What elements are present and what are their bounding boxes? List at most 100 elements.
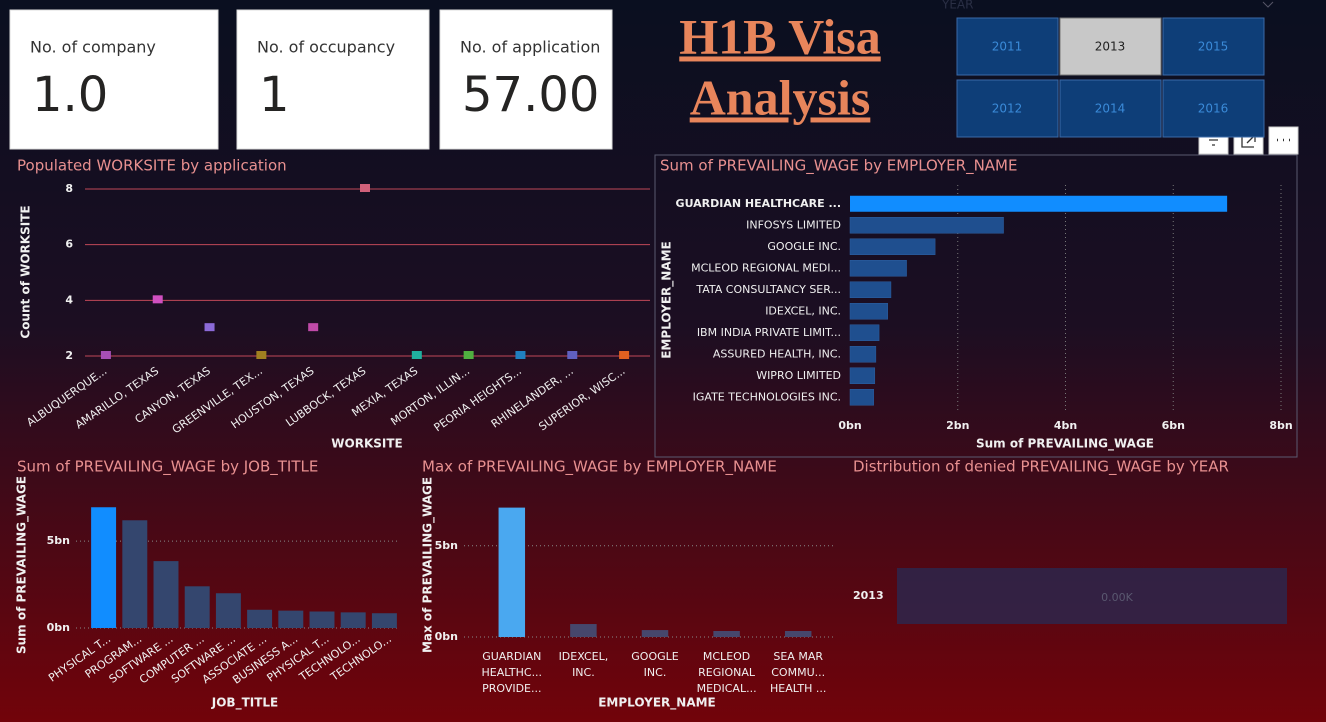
y-tick-label: WIPRO LIMITED [756,369,841,382]
x-tick-label: 0bn [838,419,861,432]
y-axis-label: EMPLOYER_NAME [660,241,675,359]
slicer-chevron[interactable] [1262,1,1274,8]
bar [784,630,812,637]
chart-title: Sum of PREVAILING_WAGE by JOB_TITLE [17,458,318,477]
chart-title: Sum of PREVAILING_WAGE by EMPLOYER_NAME [660,157,1017,176]
bar [153,561,179,628]
dashboard-title: Analysis [690,69,871,125]
y-tick-label: 0bn [47,621,70,634]
value-label: 0.00K [1101,591,1133,604]
y-tick-label: 5bn [435,539,458,552]
bar [498,507,526,637]
x-axis-label: Sum of PREVAILING_WAGE [976,437,1154,452]
point [100,351,111,359]
y-tick-label: IDEXCEL, INC. [765,304,841,317]
card-value: 1.0 [32,67,108,123]
bar [570,624,597,637]
y-tick-label: 2013 [853,589,884,602]
bar [713,630,740,637]
bar [309,611,335,628]
x-tick-label: MCLEOD REGIONAL MEDICAL... [697,650,757,695]
bar [849,389,874,406]
y-tick-label: 4 [65,293,73,306]
x-tick-label: 8bn [1269,419,1292,432]
slicer-option[interactable]: 2012 [992,102,1023,116]
point [515,351,526,359]
y-tick-label: ASSURED HEALTH, INC. [713,347,841,360]
bar [247,609,273,628]
y-axis-label: Sum of PREVAILING_WAGE [15,476,30,654]
card [439,9,613,150]
x-tick-label: 6bn [1162,419,1185,432]
point [411,351,422,359]
bar [849,281,892,298]
slicer-option[interactable]: 2011 [992,40,1023,54]
card-label: No. of company [30,38,156,57]
chart-title: Distribution of denied PREVAILING_WAGE b… [853,458,1229,477]
y-tick-label: 6 [65,238,73,251]
slicer-button[interactable] [1059,79,1162,138]
bar [849,303,888,320]
slicer-option[interactable]: 2015 [1198,40,1229,54]
card-value: 1 [259,67,290,123]
point [619,351,630,359]
y-tick-label: IGATE TECHNOLOGIES INC. [693,390,841,403]
slicer-option[interactable]: 2016 [1198,102,1229,116]
panel-border [654,154,1298,458]
x-tick-label: 4bn [1054,419,1077,432]
point [204,323,215,332]
y-axis-label: Max of PREVAILING_WAGE [421,477,436,653]
slicer-option[interactable]: 2014 [1095,102,1126,116]
bar [215,593,241,628]
dashboard-title: H1B Visa [679,8,880,64]
bar [278,610,304,628]
x-axis-label: EMPLOYER_NAME [598,696,716,711]
bar [122,520,148,628]
x-tick-label: IDEXCEL, INC. [559,650,609,679]
y-tick-label: GUARDIAN HEALTHCARE ... [676,197,841,210]
bar [849,346,877,363]
bar [849,238,936,255]
bar [849,217,1004,234]
y-tick-label: INFOSYS LIMITED [746,218,841,231]
card [236,9,430,150]
slicer-button[interactable] [956,17,1059,76]
point [152,295,163,304]
point [256,351,267,359]
slicer-button[interactable] [1162,79,1265,138]
bar [641,630,669,637]
chart-title: Populated WORKSITE by application [17,157,287,175]
point [463,351,474,359]
chart-title: Max of PREVAILING_WAGE by EMPLOYER_NAME [422,458,777,477]
slicer-label: YEAR [941,0,973,12]
x-axis-label: JOB_TITLE [211,696,279,711]
slicer-button[interactable] [1059,17,1162,76]
row-band [897,568,1287,624]
bar [91,507,117,628]
bar [849,260,907,277]
slicer-button[interactable] [1162,17,1265,76]
point [360,184,370,192]
point [308,323,319,332]
x-axis-label: WORKSITE [331,437,402,451]
card-label: No. of application [460,38,600,57]
bar [849,367,876,384]
y-tick-label: TATA CONSULTANCY SER... [695,283,841,296]
bar [371,613,397,628]
bar [850,195,1228,212]
slicer-button[interactable] [956,79,1059,138]
bar [340,612,366,628]
x-tick-label: 2bn [946,419,969,432]
card [9,9,219,150]
y-tick-label: 5bn [47,534,70,547]
card-label: No. of occupancy [257,38,395,57]
point [567,351,578,359]
y-tick-label: IBM INDIA PRIVATE LIMIT... [697,326,841,339]
y-tick-label: 2 [65,349,73,362]
y-axis-label: Count of WORKSITE [19,205,33,338]
slicer-option[interactable]: 2013 [1095,40,1126,54]
y-tick-label: MCLEOD REGIONAL MEDI... [691,261,841,274]
x-tick-label: SEA MAR COMMU... HEALTH ... [770,650,826,695]
